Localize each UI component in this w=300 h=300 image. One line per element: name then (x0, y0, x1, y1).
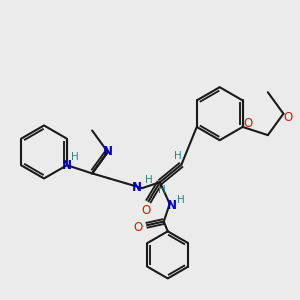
Text: N: N (103, 146, 113, 158)
Text: O: O (134, 221, 143, 234)
Text: O: O (142, 204, 151, 217)
Text: N: N (132, 181, 142, 194)
Text: H: H (177, 195, 184, 205)
Text: N: N (62, 159, 72, 172)
Text: H: H (174, 151, 182, 161)
Text: H: H (145, 175, 153, 185)
Text: H: H (158, 185, 166, 195)
Text: O: O (284, 111, 293, 124)
Text: N: N (167, 199, 177, 212)
Text: H: H (71, 152, 79, 162)
Text: O: O (243, 116, 252, 130)
